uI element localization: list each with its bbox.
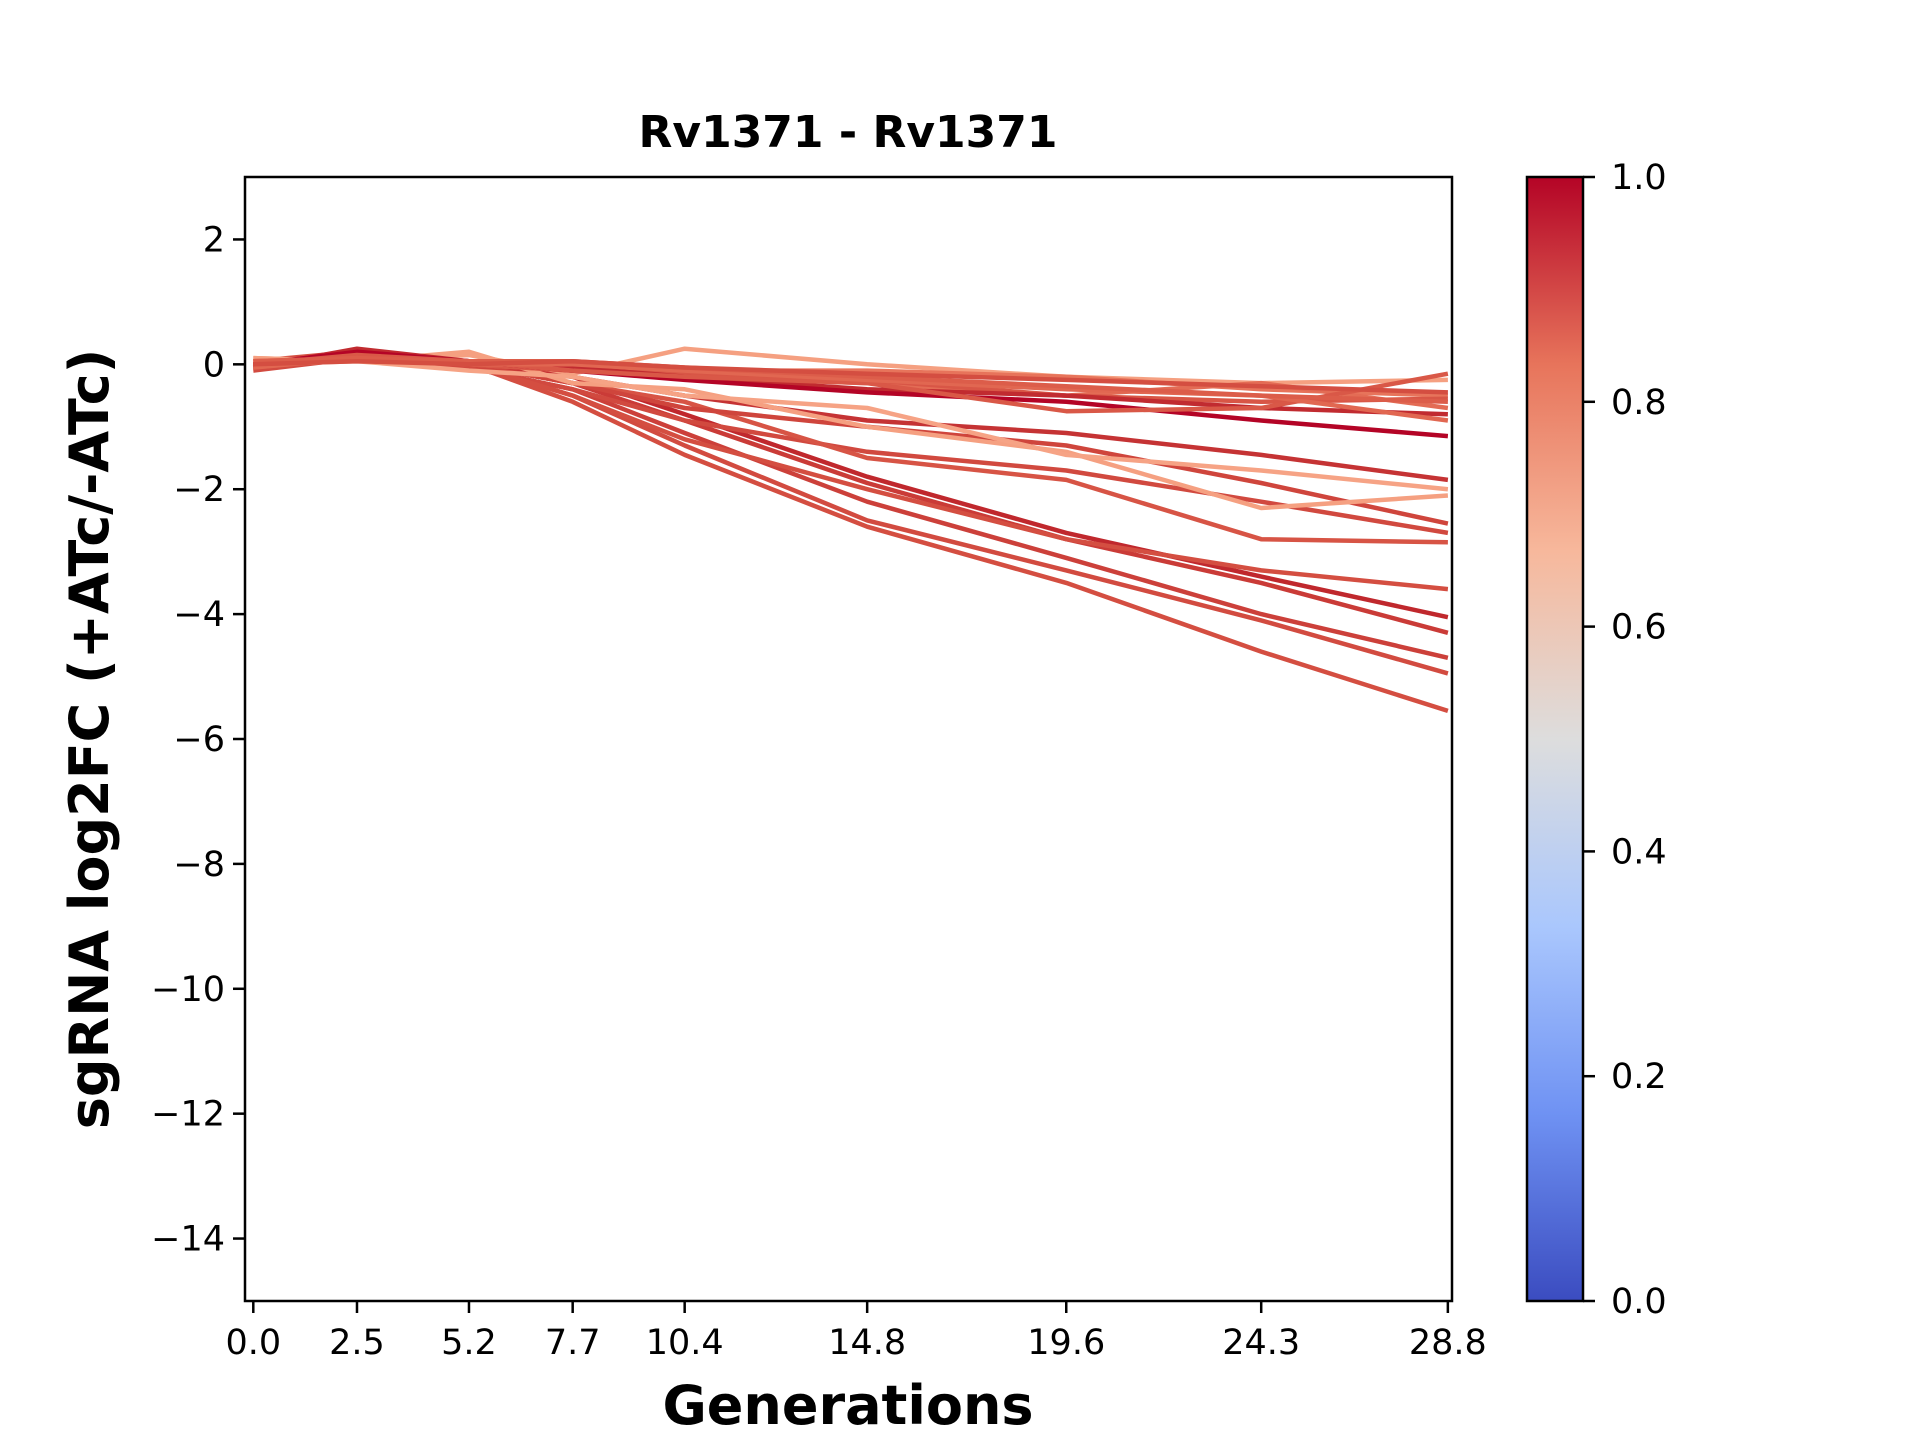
- colorbar-ticks: 0.0 0.2 0.4 0.6 0.8 1.0: [1583, 158, 1667, 1322]
- colorbar-gradient: [1525, 175, 1585, 1303]
- x-tick-label: 14.8: [828, 1323, 906, 1363]
- colorbar: 0.0 0.2 0.4 0.6 0.8 1.0: [1525, 158, 1667, 1322]
- y-tick-label: −2: [173, 470, 225, 510]
- x-tick-label: 28.8: [1409, 1323, 1487, 1363]
- x-tick-label: 2.5: [329, 1323, 385, 1363]
- y-axis-label: sgRNA log2FC (+ATc/-ATc): [58, 349, 121, 1130]
- y-tick-label: −6: [173, 720, 225, 760]
- chart-title: Rv1371 - Rv1371: [639, 107, 1058, 158]
- x-tick-label: 19.6: [1027, 1323, 1105, 1363]
- series-layer: [252, 346, 1449, 714]
- y-tick-label: −14: [151, 1220, 225, 1260]
- colorbar-tick-label: 1.0: [1611, 158, 1667, 198]
- x-axis-label: Generations: [662, 1374, 1033, 1437]
- colorbar-tick-label: 0.6: [1611, 608, 1667, 648]
- y-tick-label: 0: [203, 345, 225, 385]
- colorbar-tick-label: 0.8: [1611, 383, 1667, 423]
- x-tick-label: 0.0: [225, 1323, 281, 1363]
- x-tick-label: 5.2: [441, 1323, 497, 1363]
- x-tick-label: 7.7: [545, 1323, 601, 1363]
- y-tick-label: −8: [173, 845, 225, 885]
- y-tick-label: −10: [151, 970, 225, 1010]
- colorbar-tick-label: 0.2: [1611, 1057, 1667, 1097]
- y-tick-label: −12: [151, 1095, 225, 1135]
- y-tick-label: −4: [173, 595, 225, 635]
- x-tick-label: 24.3: [1222, 1323, 1300, 1363]
- x-tick-label: 10.4: [646, 1323, 724, 1363]
- colorbar-tick-label: 0.0: [1611, 1282, 1667, 1322]
- x-axis: 0.0 2.5 5.2 7.7 10.4 14.8 19.6 24.3 28.8: [225, 1301, 1487, 1363]
- colorbar-tick-label: 0.4: [1611, 832, 1667, 872]
- y-tick-label: 2: [203, 220, 225, 260]
- series-line-22: [253, 358, 1448, 395]
- plot-frame: [243, 175, 1454, 1303]
- y-axis: 2 0 −2 −4 −6 −8 −10 −12 −14: [151, 220, 245, 1260]
